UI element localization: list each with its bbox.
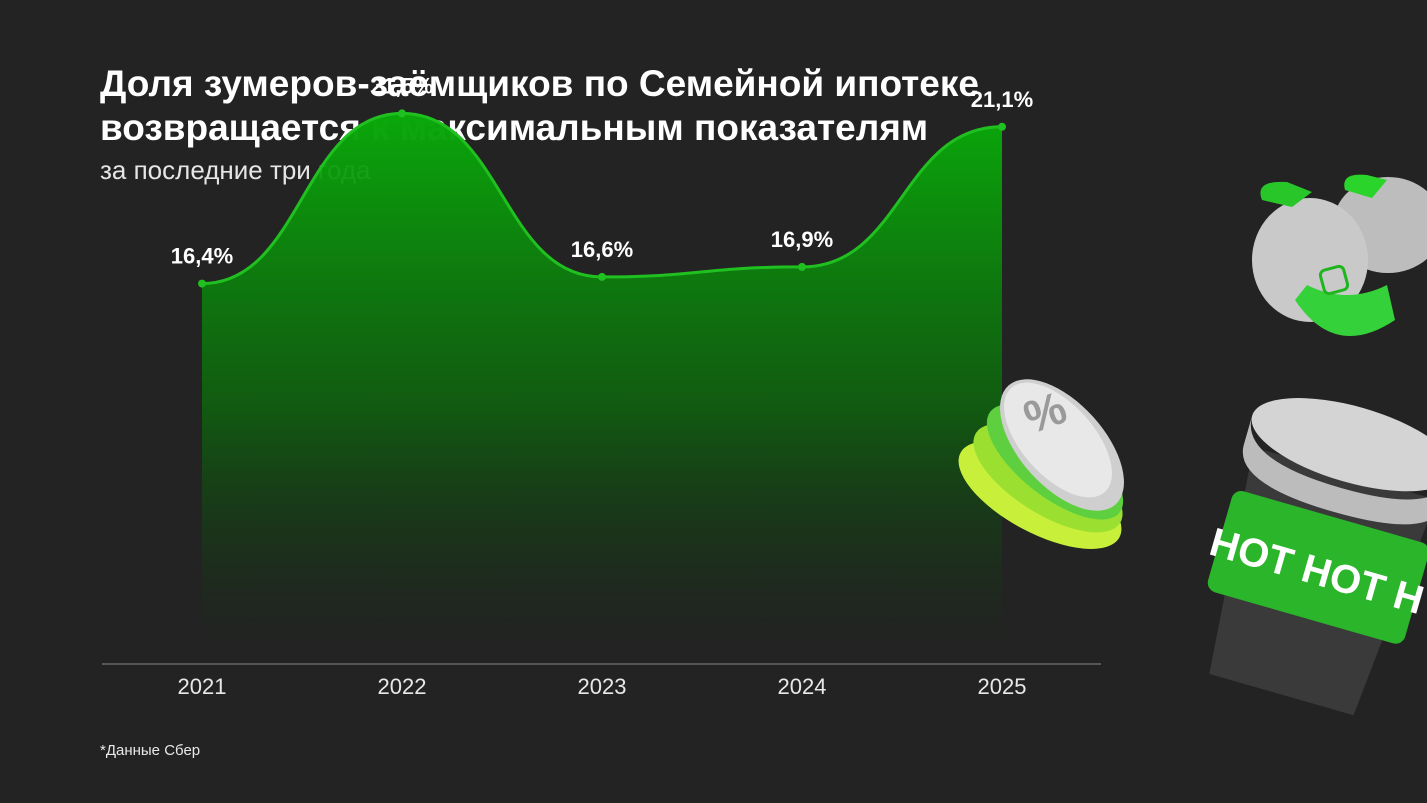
coffee-cup-icon: НОТ НОТ Н bbox=[1205, 398, 1427, 716]
data-points bbox=[198, 109, 1006, 288]
percent-badge-icon: % bbox=[958, 379, 1124, 549]
data-point-2022 bbox=[398, 109, 406, 118]
data-label-2024: 16,9% bbox=[771, 227, 833, 252]
x-tick-2025: 2025 bbox=[978, 674, 1027, 699]
source-footnote: *Данные Сбер bbox=[100, 742, 201, 759]
chart-title-line-2: возвращается к максимальным показателям bbox=[100, 107, 929, 148]
chart-title-line-1: Доля зумеров-заёмщиков по Семейной ипоте… bbox=[100, 63, 979, 104]
chart-title: Доля зумеров-заёмщиков по Семейной ипоте… bbox=[100, 62, 1180, 150]
data-label-2021: 16,4% bbox=[171, 244, 233, 269]
area-fill bbox=[202, 113, 1002, 645]
series-line bbox=[201, 111, 1003, 286]
x-tick-2022: 2022 bbox=[378, 674, 427, 699]
x-tick-2024: 2024 bbox=[778, 674, 827, 699]
data-labels: 16,4% 21,5% 16,6% 16,9% 21,1% bbox=[171, 73, 1033, 268]
data-label-2023: 16,6% bbox=[571, 237, 633, 262]
data-label-2022: 21,5% bbox=[371, 73, 433, 98]
x-tick-2021: 2021 bbox=[178, 674, 227, 699]
x-axis-ticks: 2021 2022 2023 2024 2025 bbox=[178, 674, 1027, 699]
data-point-2024 bbox=[798, 262, 806, 271]
cap-icon bbox=[1252, 174, 1427, 336]
x-tick-2023: 2023 bbox=[578, 674, 627, 699]
data-point-2023 bbox=[598, 272, 606, 281]
data-point-2025 bbox=[998, 122, 1006, 131]
data-point-2021 bbox=[198, 279, 206, 288]
data-label-2025: 21,1% bbox=[971, 87, 1033, 112]
